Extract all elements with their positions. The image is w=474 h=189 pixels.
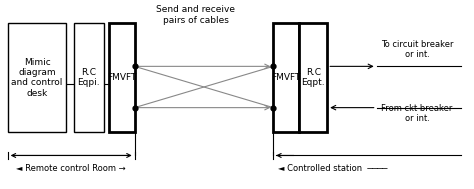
- Text: R.C
Eqpi.: R.C Eqpi.: [77, 68, 100, 87]
- Text: FMVFT: FMVFT: [107, 73, 137, 82]
- Text: To circuit breaker
or int.: To circuit breaker or int.: [381, 40, 454, 59]
- Text: R.C
Eqpt.: R.C Eqpt.: [301, 68, 325, 87]
- Text: From ckt breaker
or int.: From ckt breaker or int.: [381, 104, 453, 123]
- Text: ◄ Remote control Room →: ◄ Remote control Room →: [17, 164, 126, 173]
- Bar: [73, 23, 104, 132]
- Bar: [273, 23, 299, 132]
- Text: Send and receive
pairs of cables: Send and receive pairs of cables: [156, 5, 235, 25]
- Text: FMVFT: FMVFT: [272, 73, 301, 82]
- Text: Mimic
diagram
and control
desk: Mimic diagram and control desk: [11, 57, 63, 98]
- Text: ◄ Controlled station  ────: ◄ Controlled station ────: [278, 164, 387, 173]
- Bar: [299, 23, 327, 132]
- Bar: [109, 23, 135, 132]
- Bar: [8, 23, 66, 132]
